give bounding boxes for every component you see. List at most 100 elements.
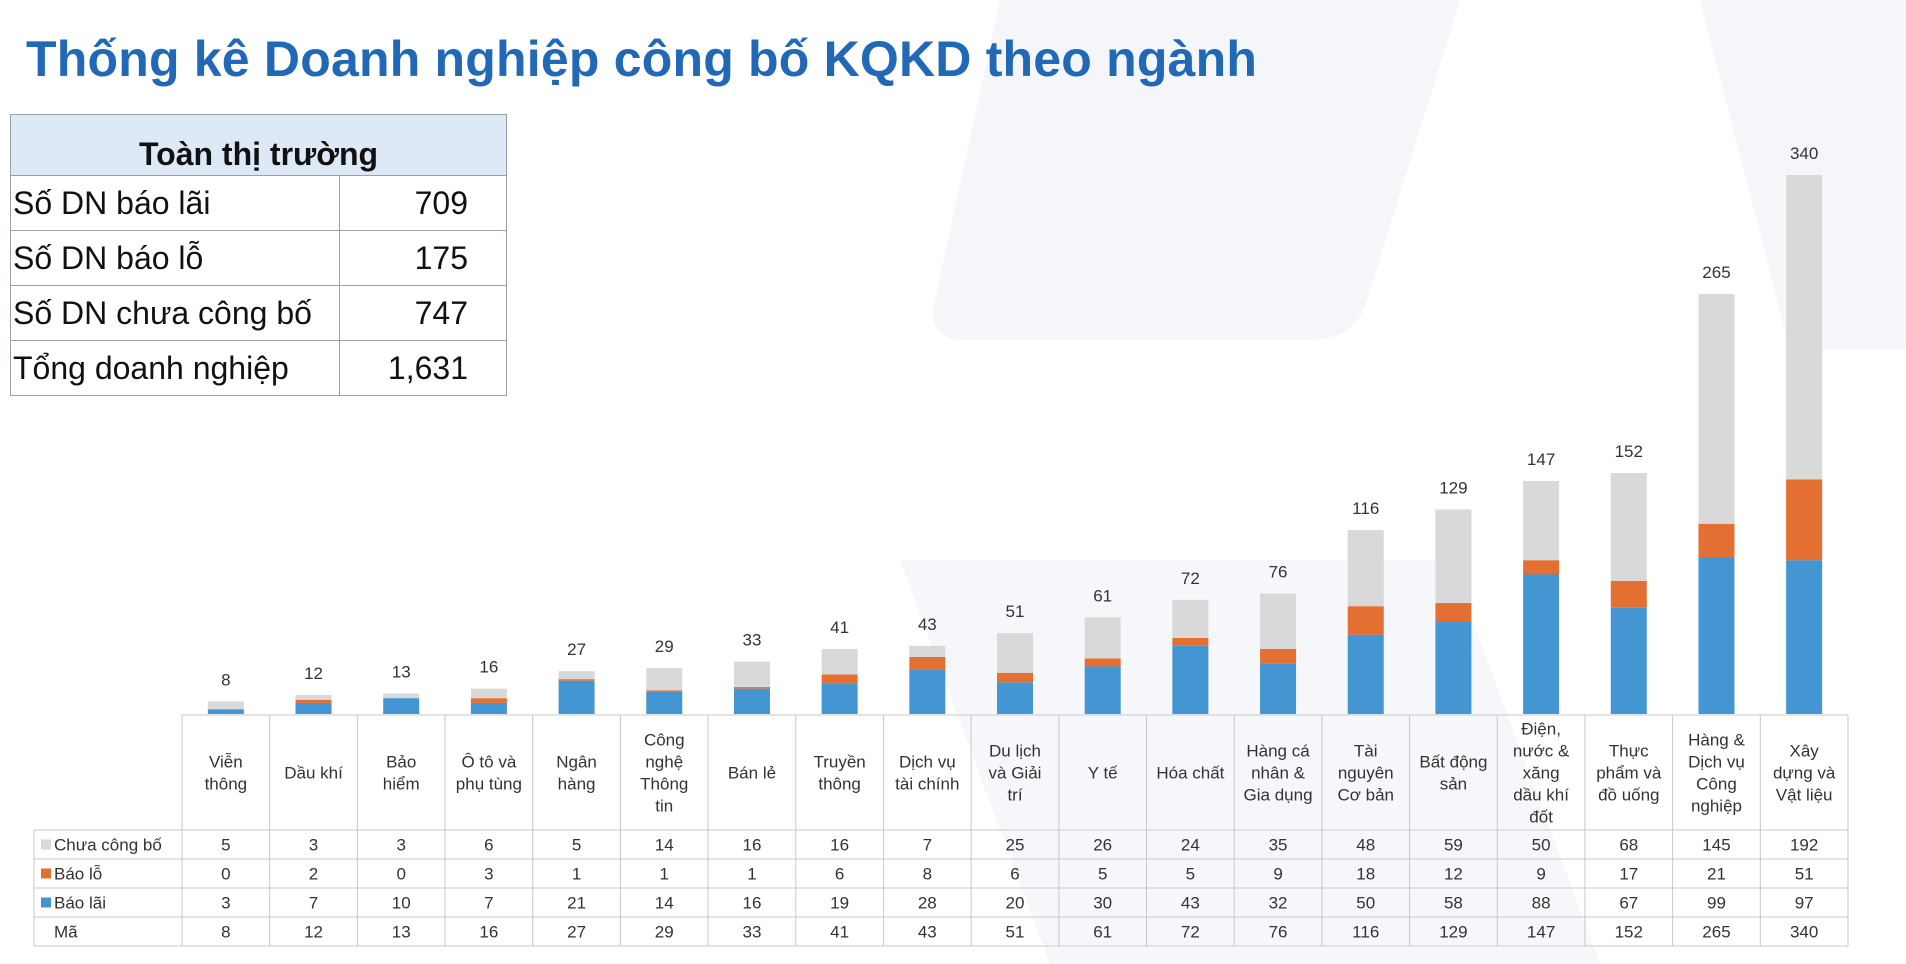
table-cell-value: 6 [835, 865, 844, 884]
table-cell-value: 72 [1181, 923, 1200, 942]
table-cell-value: 5 [1186, 865, 1195, 884]
table-cell-value: 30 [1093, 894, 1112, 913]
table-cell-value: 61 [1093, 923, 1112, 942]
table-cell-value: 50 [1532, 836, 1551, 855]
bar-Báo lãi [558, 680, 595, 714]
bar-Báo lãi [1347, 634, 1384, 714]
table-cell-value: 26 [1093, 836, 1112, 855]
bar-Báo lãi [733, 688, 770, 714]
total-data-label: 147 [1527, 450, 1555, 469]
table-cell-value: 76 [1269, 923, 1288, 942]
table-cell-value: 152 [1615, 923, 1643, 942]
table-cell-value: 1 [747, 865, 756, 884]
bar-Chưa công bố [909, 645, 946, 657]
bar-Chưa công bố [207, 701, 244, 710]
bar-Báo lãi [383, 698, 420, 714]
table-cell-value: 88 [1532, 894, 1551, 913]
legend-swatch [41, 897, 51, 908]
table-cell-value: 5 [1098, 865, 1107, 884]
table-cell-value: 58 [1444, 894, 1463, 913]
bar-Chưa công bố [997, 633, 1033, 673]
legend-label: Chưa công bố [54, 836, 162, 855]
bar-Chưa công bố [1084, 617, 1121, 659]
legend-swatch [41, 839, 51, 850]
total-data-label: 8 [221, 670, 230, 689]
bar-Báo lỗ [909, 656, 946, 670]
table-cell-value: 68 [1619, 836, 1638, 855]
category-label: Bất động sản [1419, 753, 1487, 794]
table-cell-value: 16 [830, 836, 849, 855]
table-cell-value: 20 [1006, 894, 1025, 913]
bar-Báo lỗ [1347, 606, 1384, 635]
bar-Báo lỗ [1698, 523, 1735, 558]
bar-Báo lãi [1698, 557, 1735, 714]
bar-Báo lỗ [1084, 658, 1121, 667]
table-cell-value: 18 [1356, 865, 1375, 884]
table-cell-value: 32 [1269, 894, 1288, 913]
bar-Chưa công bố [1698, 293, 1735, 524]
table-cell-value: 29 [655, 923, 674, 942]
bar-Báo lãi [1786, 560, 1823, 714]
bar-Chưa công bố [1523, 480, 1560, 561]
table-cell-value: 145 [1702, 836, 1730, 855]
summary-row: Tổng doanh nghiệp 1,631 [10, 340, 507, 396]
table-cell-value: 116 [1352, 923, 1379, 942]
bar-Báo lỗ [558, 679, 595, 681]
bar-Báo lỗ [1786, 479, 1823, 561]
total-data-label: 265 [1702, 263, 1730, 282]
category-label: Ô tô và phụ tùng [456, 753, 522, 794]
table-cell-value: 16 [479, 923, 498, 942]
bar-Báo lãi [1610, 607, 1647, 714]
table-cell-value: 1 [660, 865, 669, 884]
table-cell-value: 265 [1702, 923, 1730, 942]
total-data-label: 13 [392, 662, 411, 681]
category-label: Điện, nước & xăng dầu khí đốt [1513, 720, 1570, 827]
bar-Chưa công bố [1610, 473, 1647, 581]
bar-Báo lỗ [1260, 649, 1297, 664]
table-cell-value: 67 [1619, 894, 1638, 913]
table-cell-value: 0 [396, 865, 405, 884]
bar-Báo lỗ [1435, 603, 1472, 623]
table-cell-value: 14 [655, 836, 674, 855]
category-label: Y tế [1088, 764, 1118, 783]
category-label: Tài nguyên Cơ bản [1337, 742, 1394, 805]
bar-Báo lỗ [295, 699, 332, 703]
summary-label: Tổng doanh nghiệp [10, 340, 340, 396]
table-cell-value: 33 [742, 923, 761, 942]
bar-Báo lãi [821, 683, 858, 714]
total-data-label: 129 [1439, 478, 1467, 497]
table-cell-value: 7 [923, 836, 932, 855]
table-cell-value: 1 [572, 865, 581, 884]
bar-Báo lãi [1172, 645, 1209, 714]
bar-Báo lỗ [646, 690, 683, 692]
table-cell-value: 59 [1444, 836, 1463, 855]
bar-Báo lãi [1435, 622, 1472, 714]
category-label: Hàng cá nhân & Gia dụng [1244, 742, 1313, 805]
bar-Chưa công bố [295, 694, 332, 700]
market-summary-table: Toàn thị trường Số DN báo lãi 709 Số DN … [10, 114, 507, 396]
bar-Báo lỗ [821, 674, 858, 684]
total-data-label: 61 [1093, 586, 1112, 605]
table-cell-value: 99 [1707, 894, 1726, 913]
summary-row: Số DN báo lãi 709 [10, 175, 507, 231]
total-data-label: 51 [1006, 602, 1025, 621]
total-data-label: 43 [918, 615, 937, 634]
category-label: Viễn thông [205, 753, 248, 794]
table-cell-value: 43 [1181, 894, 1200, 913]
total-data-label: 29 [655, 637, 674, 656]
bar-Chưa công bố [1172, 599, 1209, 638]
table-cell-value: 2 [309, 865, 318, 884]
table-cell-value: 6 [1010, 865, 1019, 884]
table-cell-value: 17 [1619, 865, 1638, 884]
table-cell-value: 7 [309, 894, 318, 913]
table-cell-value: 3 [221, 894, 230, 913]
bar-Chưa công bố [1786, 175, 1823, 480]
bar-Báo lãi [909, 669, 946, 714]
bar-Báo lãi [295, 702, 332, 714]
table-cell-value: 5 [221, 836, 230, 855]
legend-label: Báo lãi [54, 894, 106, 913]
legend-label: Báo lỗ [54, 865, 102, 884]
total-data-label: 12 [304, 664, 323, 683]
